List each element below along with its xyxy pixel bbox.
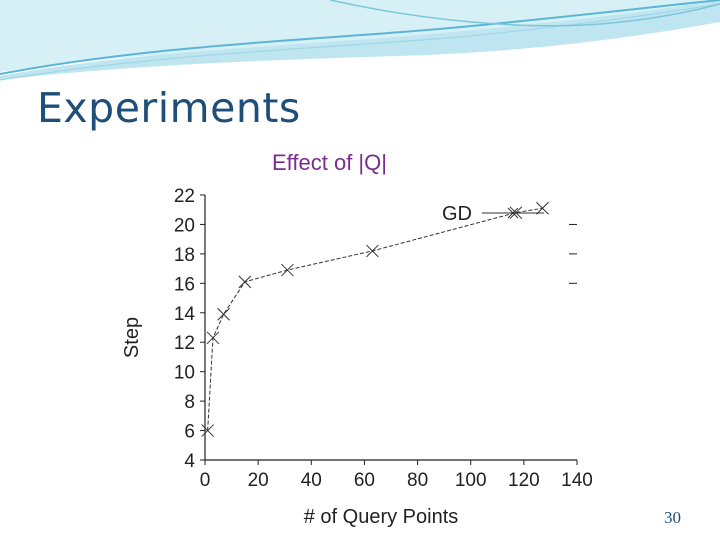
y-tick-label: 14 — [174, 304, 196, 325]
y-tick-label: 4 — [184, 451, 195, 472]
x-tick-label: 80 — [407, 470, 428, 491]
marker-stroke — [281, 263, 294, 277]
y-tick-label: 6 — [184, 422, 195, 443]
y-tick-label: 16 — [174, 274, 195, 295]
x-tick-label: 120 — [508, 470, 540, 491]
data-point-marker — [201, 424, 215, 437]
x-tick-label: 20 — [248, 470, 269, 491]
data-point-marker — [206, 331, 220, 345]
legend-label: GD — [442, 203, 472, 225]
chart-container: 0 20 40 60 80 100 120 140 4 6 8 10 12 14 16 18 20 22 # of … — [104, 182, 614, 538]
series-line-GD — [207, 207, 543, 431]
y-tick-label: 12 — [174, 333, 195, 354]
page-number: 30 — [664, 508, 681, 527]
data-point-marker — [281, 263, 294, 277]
marker-stroke — [536, 201, 549, 215]
slide-title: Experiments — [37, 84, 301, 132]
y-tick-label: 10 — [174, 363, 195, 384]
y-tick-label: 20 — [174, 215, 195, 236]
line-chart: 0 20 40 60 80 100 120 140 4 6 8 10 12 14 16 18 20 22 # of … — [121, 186, 593, 528]
chart-caption: Effect of |Q| — [272, 150, 387, 175]
x-tick-label: 140 — [561, 470, 593, 491]
marker-stroke — [217, 307, 230, 321]
x-tick-label: 100 — [455, 470, 487, 491]
data-point-marker — [238, 275, 252, 289]
marker-stroke — [507, 207, 519, 219]
legend-marker — [507, 207, 519, 219]
x-axis-title: # of Query Points — [304, 506, 459, 528]
marker-stroke — [206, 331, 220, 345]
x-tick-label: 0 — [200, 470, 211, 491]
data-point-marker — [536, 201, 549, 215]
x-tick-label: 60 — [354, 470, 375, 491]
y-tick-label: 18 — [174, 245, 195, 266]
y-tick-label: 8 — [184, 392, 195, 413]
marker-stroke — [238, 275, 252, 289]
marker-stroke — [366, 244, 379, 258]
x-tick-label: 40 — [301, 470, 322, 491]
y-tick-label: 22 — [174, 186, 195, 207]
marker-stroke — [201, 424, 215, 437]
header-wave-decoration — [0, 0, 720, 81]
data-point-marker — [366, 244, 379, 258]
data-point-marker — [217, 307, 230, 321]
y-axis-title: Step — [121, 317, 143, 358]
